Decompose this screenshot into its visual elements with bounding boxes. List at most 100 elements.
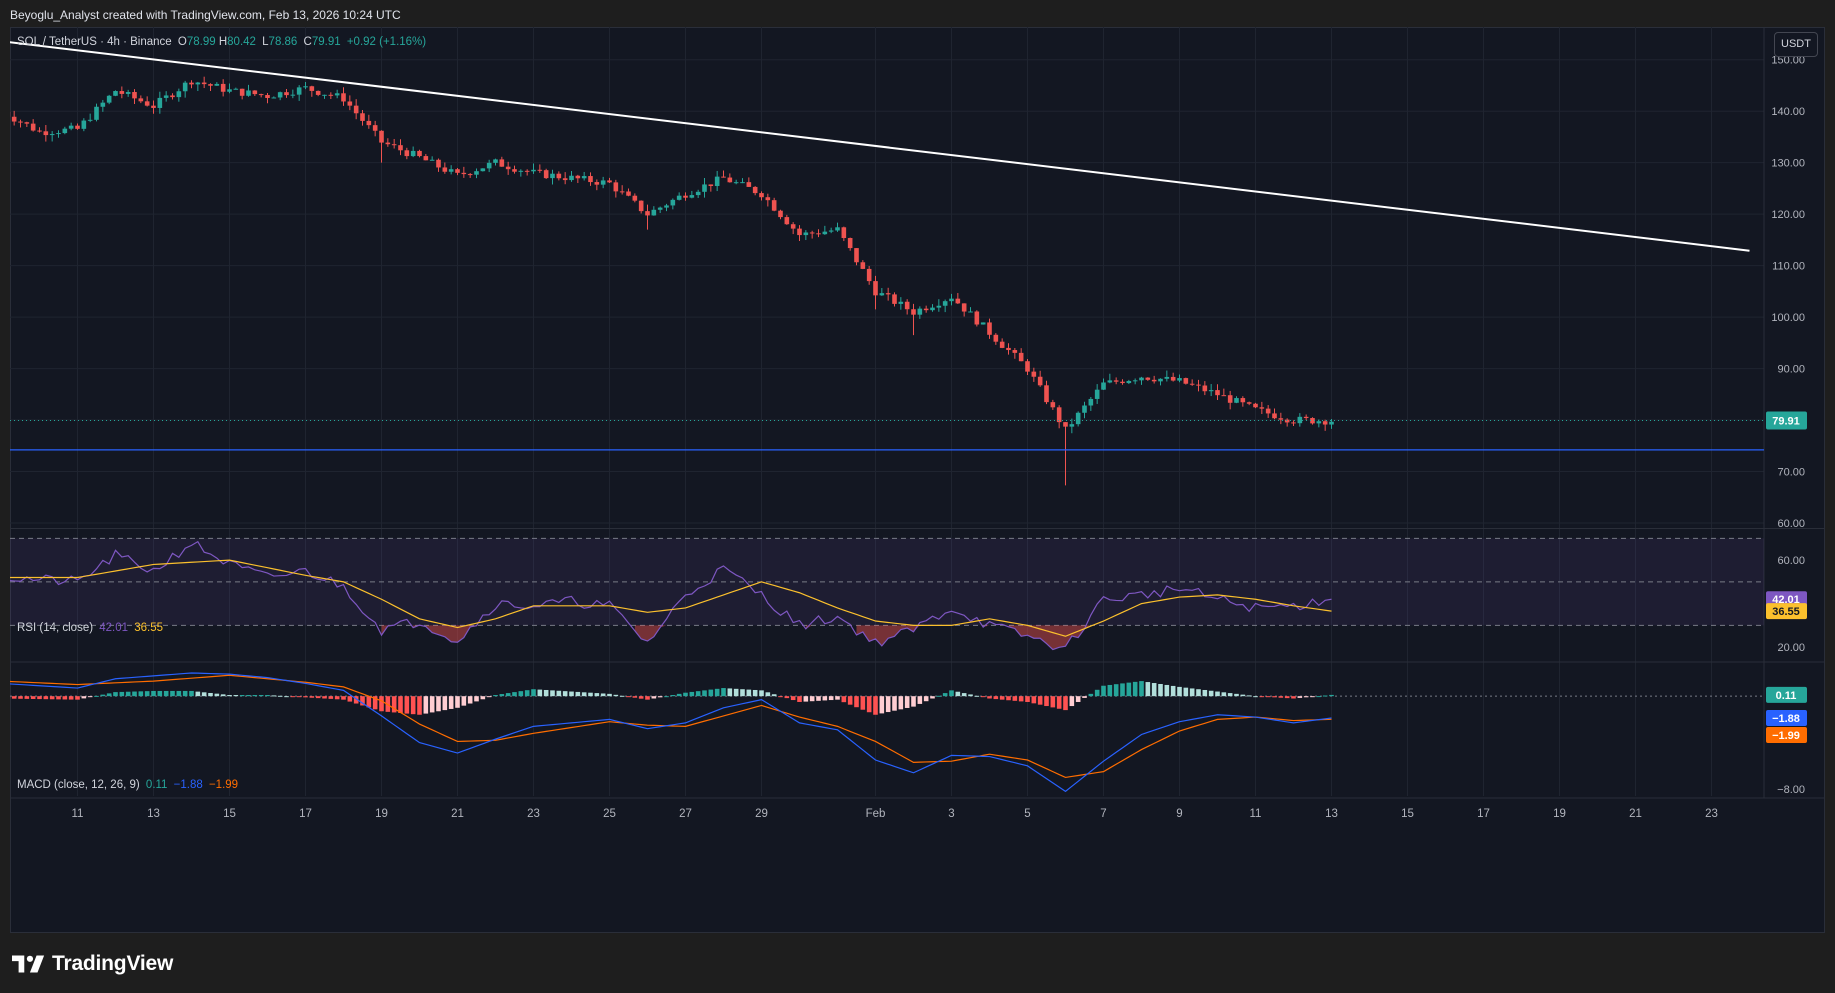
candle bbox=[296, 85, 302, 101]
rsi-title[interactable]: RSI (14, close) bbox=[17, 622, 94, 634]
candle-body bbox=[531, 169, 536, 172]
candle-body bbox=[613, 182, 619, 192]
macd-hist-bar bbox=[1170, 685, 1176, 697]
candle bbox=[100, 99, 106, 112]
candle-body bbox=[1170, 376, 1176, 381]
candle-body bbox=[1050, 402, 1056, 408]
candle-body bbox=[581, 176, 587, 179]
chart-frame[interactable] bbox=[10, 27, 1825, 933]
candle-body bbox=[600, 180, 606, 185]
time-tick-label: 25 bbox=[603, 808, 616, 820]
macd-hist-bar bbox=[1063, 696, 1068, 711]
time-tick-label: 9 bbox=[1176, 808, 1182, 820]
candle bbox=[1018, 348, 1024, 362]
candle-body bbox=[189, 82, 194, 85]
candle bbox=[227, 83, 232, 94]
candle-body bbox=[1006, 347, 1011, 351]
macd-hist-value: 0.11 bbox=[145, 779, 168, 791]
candle bbox=[233, 87, 239, 90]
macd-hist-bar bbox=[56, 696, 61, 700]
tradingview-footer[interactable]: TradingView bbox=[12, 952, 173, 976]
macd-hist-bar bbox=[803, 696, 809, 702]
candle-body bbox=[676, 195, 682, 200]
candle bbox=[467, 172, 473, 178]
rsi-tick-label: 20.00 bbox=[1777, 642, 1805, 654]
candle-body bbox=[765, 197, 771, 201]
candle bbox=[1126, 379, 1132, 385]
candle bbox=[322, 94, 327, 99]
candle bbox=[499, 156, 505, 167]
candle-body bbox=[1088, 398, 1094, 406]
candle-body bbox=[1322, 421, 1328, 425]
macd-hist-bar bbox=[569, 691, 574, 697]
candle bbox=[334, 89, 340, 99]
time-tick-label: 21 bbox=[451, 808, 464, 820]
macd-hist-bar bbox=[49, 696, 55, 700]
macd-hist-bar bbox=[379, 696, 384, 712]
candle-body bbox=[1240, 398, 1246, 403]
macd-hist-bar bbox=[524, 690, 530, 697]
candle-body bbox=[227, 89, 232, 92]
candle-body bbox=[803, 232, 809, 236]
candle bbox=[1139, 376, 1144, 385]
candle bbox=[771, 197, 777, 212]
macd-hist-bar bbox=[1082, 696, 1087, 698]
symbol-legend[interactable]: SOL / TetherUS · 4h · Binance O78.99 H80… bbox=[17, 36, 429, 48]
macd-hist-bar bbox=[809, 696, 815, 702]
candle bbox=[714, 170, 720, 192]
chart-canvas[interactable]: 150.00 140.00 130.00 120.00 110.00 100.00 90.0… bbox=[10, 27, 1825, 933]
macd-title[interactable]: MACD (close, 12, 26, 9) bbox=[17, 779, 140, 791]
macd-hist-bar bbox=[955, 691, 961, 697]
candle bbox=[911, 303, 916, 336]
macd-hist-bar bbox=[442, 696, 448, 711]
macd-hist-bar bbox=[575, 691, 581, 697]
macd-hist-bar bbox=[702, 690, 707, 697]
candle bbox=[493, 158, 498, 166]
macd-hist-bar bbox=[1221, 692, 1227, 697]
macd-hist-bar bbox=[873, 696, 878, 715]
macd-hist-bar bbox=[651, 696, 657, 699]
tradingview-logo-icon bbox=[12, 955, 45, 973]
macd-hist-bar bbox=[885, 696, 891, 713]
candle-body bbox=[543, 170, 549, 179]
symbol-name[interactable]: SOL / TetherUS · 4h · Binance bbox=[17, 36, 172, 48]
last-price-label: 79.91 bbox=[1772, 416, 1800, 428]
candle bbox=[1120, 379, 1125, 385]
macd-hist-bar bbox=[689, 691, 695, 697]
candle-body bbox=[132, 92, 137, 99]
macd-hist-bar bbox=[638, 696, 644, 699]
macd-hist-bar bbox=[144, 691, 150, 697]
currency-button[interactable]: USDT bbox=[1774, 32, 1818, 57]
macd-line bbox=[10, 672, 1332, 793]
macd-hist-bar bbox=[1031, 696, 1037, 704]
candle-body bbox=[518, 170, 524, 172]
candle-body bbox=[1246, 402, 1252, 404]
time-tick-label: 17 bbox=[299, 808, 312, 820]
candle bbox=[1158, 378, 1163, 386]
macd-hist-bar bbox=[1265, 696, 1271, 698]
macd-hist-bar bbox=[315, 696, 321, 699]
candle-body bbox=[398, 145, 403, 151]
candle-body bbox=[1113, 380, 1119, 382]
candle bbox=[49, 131, 55, 142]
macd-hist-bar bbox=[455, 696, 460, 708]
candle bbox=[822, 225, 828, 235]
macd-hist-bar bbox=[113, 692, 118, 697]
candle bbox=[404, 147, 410, 160]
macd-legend[interactable]: MACD (close, 12, 26, 9) 0.11 −1.88 −1.99 bbox=[17, 779, 241, 791]
candle bbox=[239, 88, 245, 100]
candle bbox=[271, 96, 277, 99]
candle-body bbox=[714, 176, 720, 187]
candle-body bbox=[1189, 383, 1195, 385]
price-tick-label: 150.00 bbox=[1771, 55, 1805, 67]
candle-body bbox=[778, 210, 783, 218]
macd-hist-bar bbox=[1056, 696, 1062, 709]
candle-body bbox=[1329, 421, 1334, 425]
candle-body bbox=[170, 95, 175, 98]
candle bbox=[170, 93, 175, 100]
candle-body bbox=[740, 182, 745, 184]
rsi-legend[interactable]: RSI (14, close) 42.01 36.55 bbox=[17, 622, 166, 634]
macd-hist-bar bbox=[480, 696, 486, 700]
candle-body bbox=[942, 301, 948, 306]
candle bbox=[949, 293, 954, 306]
